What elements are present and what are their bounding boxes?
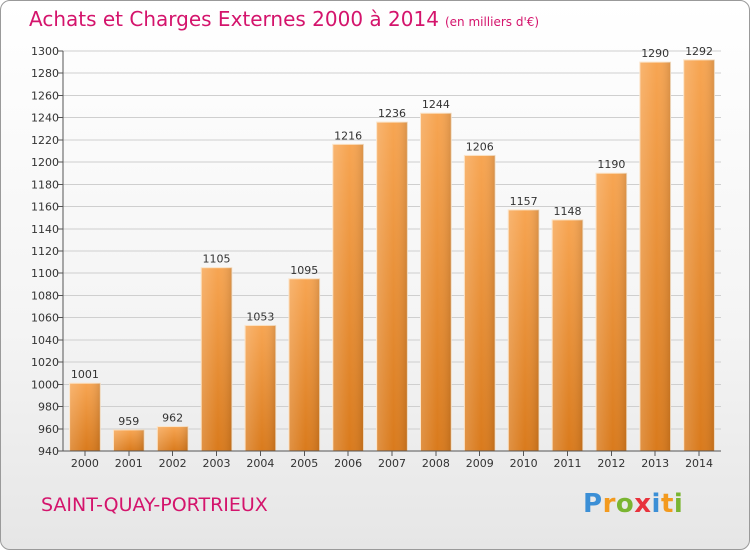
- proxiti-logo: Proxiti: [583, 489, 683, 519]
- bar-shading: [376, 122, 408, 451]
- y-tick-label: 1280: [31, 67, 59, 80]
- y-tick-label: 1200: [31, 156, 59, 169]
- x-tick-label: 2005: [290, 457, 318, 470]
- bar-value-label: 1216: [334, 129, 362, 142]
- bar-value-label: 962: [162, 412, 183, 425]
- bar-shading: [288, 278, 320, 451]
- bar-value-label: 1105: [203, 253, 231, 266]
- bar-shading: [157, 426, 189, 451]
- x-tick-label: 2009: [466, 457, 494, 470]
- x-tick-label: 2008: [422, 457, 450, 470]
- logo-letter: r: [602, 489, 616, 519]
- x-tick-label: 2002: [159, 457, 187, 470]
- bar-shading: [595, 173, 627, 451]
- x-tick-label: 2012: [597, 457, 625, 470]
- bar-shading: [113, 429, 145, 451]
- bar-shading: [332, 144, 364, 452]
- x-tick-label: 2006: [334, 457, 362, 470]
- chart-title-text: Achats et Charges Externes 2000 à 2014: [29, 7, 439, 31]
- bar-shading: [683, 59, 715, 452]
- logo-letter: i: [673, 489, 684, 519]
- bar-value-label: 1292: [685, 45, 713, 58]
- bar-shading: [639, 62, 671, 451]
- y-tick-label: 1000: [31, 378, 59, 391]
- x-tick-label: 2004: [246, 457, 274, 470]
- bar-value-label: 1190: [597, 158, 625, 171]
- chart-subtitle: (en milliers d'€): [444, 15, 540, 29]
- x-axis: 2000 2001 2002 2003 2004 2005 2006 2007 2008 2009…: [63, 450, 721, 470]
- y-tick-label: 1020: [31, 356, 59, 369]
- y-tick-label: 1140: [31, 223, 59, 236]
- x-tick-label: 2014: [685, 457, 713, 470]
- bar-shading: [69, 383, 101, 451]
- y-tick-label: 1060: [31, 312, 59, 325]
- x-tick-label: 2000: [71, 457, 99, 470]
- bar-value-label: 1095: [290, 264, 318, 277]
- y-axis: 940 960 980 1000 1020 1040 1060 1080 1100 1120 114…: [31, 45, 64, 458]
- logo-letter: o: [615, 489, 635, 519]
- bar-value-label: 1053: [246, 310, 274, 323]
- bar-shading: [464, 155, 496, 451]
- bars: 1001 959 962 1105 1053 1095 1216 1236 1244 1206 11…: [69, 45, 715, 452]
- y-tick-label: 1080: [31, 289, 59, 302]
- bar-value-label: 1157: [510, 195, 538, 208]
- bar-value-label: 959: [118, 415, 139, 428]
- bar-shading: [508, 209, 539, 451]
- bar-value-label: 1236: [378, 107, 406, 120]
- city-name: SAINT-QUAY-PORTRIEUX: [41, 494, 268, 516]
- y-tick-label: 1180: [31, 178, 59, 191]
- logo-letter: P: [583, 489, 603, 519]
- bar-shading: [201, 267, 232, 451]
- bar-value-label: 1001: [71, 368, 99, 381]
- y-tick-label: 1160: [31, 201, 59, 214]
- y-tick-label: 940: [38, 445, 59, 458]
- x-tick-label: 2003: [203, 457, 231, 470]
- y-tick-label: 1120: [31, 245, 59, 258]
- x-tick-label: 2007: [378, 457, 406, 470]
- logo-letter: x: [634, 489, 652, 519]
- chart-title: Achats et Charges Externes 2000 à 2014 (e…: [29, 7, 539, 31]
- bar-value-label: 1148: [553, 205, 581, 218]
- x-tick-label: 2010: [510, 457, 538, 470]
- y-tick-label: 1300: [31, 45, 59, 58]
- y-tick-label: 1100: [31, 267, 59, 280]
- y-tick-label: 1260: [31, 89, 59, 102]
- bar-shading: [245, 325, 276, 451]
- x-tick-label: 2001: [115, 457, 143, 470]
- y-tick-label: 1240: [31, 112, 59, 125]
- bar-value-label: 1290: [641, 47, 669, 60]
- bar-shading: [552, 219, 583, 451]
- logo-letter: t: [660, 489, 674, 519]
- logo-letter: i: [651, 489, 661, 519]
- bar-value-label: 1206: [466, 140, 494, 153]
- y-tick-label: 960: [38, 423, 59, 436]
- bar-value-label: 1244: [422, 98, 450, 111]
- y-tick-label: 1040: [31, 334, 59, 347]
- bar-shading: [420, 113, 452, 451]
- x-tick-label: 2011: [553, 457, 581, 470]
- x-tick-label: 2013: [641, 457, 669, 470]
- y-tick-label: 980: [38, 401, 59, 414]
- y-tick-label: 1220: [31, 134, 59, 147]
